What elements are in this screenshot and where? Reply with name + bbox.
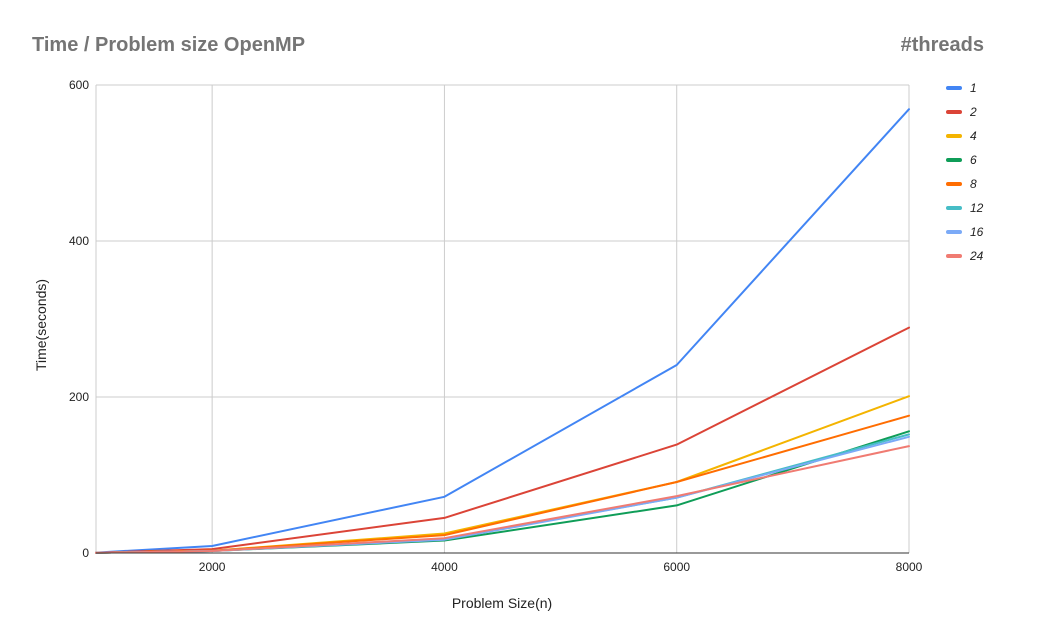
legend-label-12: 12 — [970, 201, 984, 215]
series-line-1 — [95, 108, 910, 554]
legend-label-2: 2 — [969, 105, 977, 119]
x-tick-label: 8000 — [896, 560, 923, 574]
y-tick-label: 200 — [69, 390, 89, 404]
series-line-24 — [95, 445, 910, 554]
axes: 0 200 400 600 2000 4000 6000 8000 — [69, 78, 923, 574]
y-tick-label: 0 — [82, 546, 89, 560]
x-axis-label: Problem Size(n) — [452, 595, 552, 611]
legend-label-4: 4 — [970, 129, 977, 143]
x-tick-label: 6000 — [663, 560, 690, 574]
series-line-12 — [95, 433, 910, 554]
series-line-2 — [95, 326, 910, 554]
y-tick-label: 400 — [69, 234, 89, 248]
legend-title: #threads — [901, 34, 984, 56]
series-line-16 — [95, 435, 910, 554]
legend-label-24: 24 — [969, 249, 984, 263]
x-tick-label: 2000 — [199, 560, 226, 574]
series-lines — [95, 108, 910, 554]
y-axis-label: Time(seconds) — [33, 279, 49, 371]
y-tick-label: 600 — [69, 78, 89, 92]
legend-label-6: 6 — [970, 153, 977, 167]
gridlines — [95, 84, 910, 553]
chart-title: Time / Problem size OpenMP — [32, 34, 305, 56]
x-tick-label: 4000 — [431, 560, 458, 574]
legend-label-8: 8 — [970, 177, 977, 191]
legend-label-16: 16 — [970, 225, 984, 239]
legend-label-1: 1 — [970, 81, 977, 95]
